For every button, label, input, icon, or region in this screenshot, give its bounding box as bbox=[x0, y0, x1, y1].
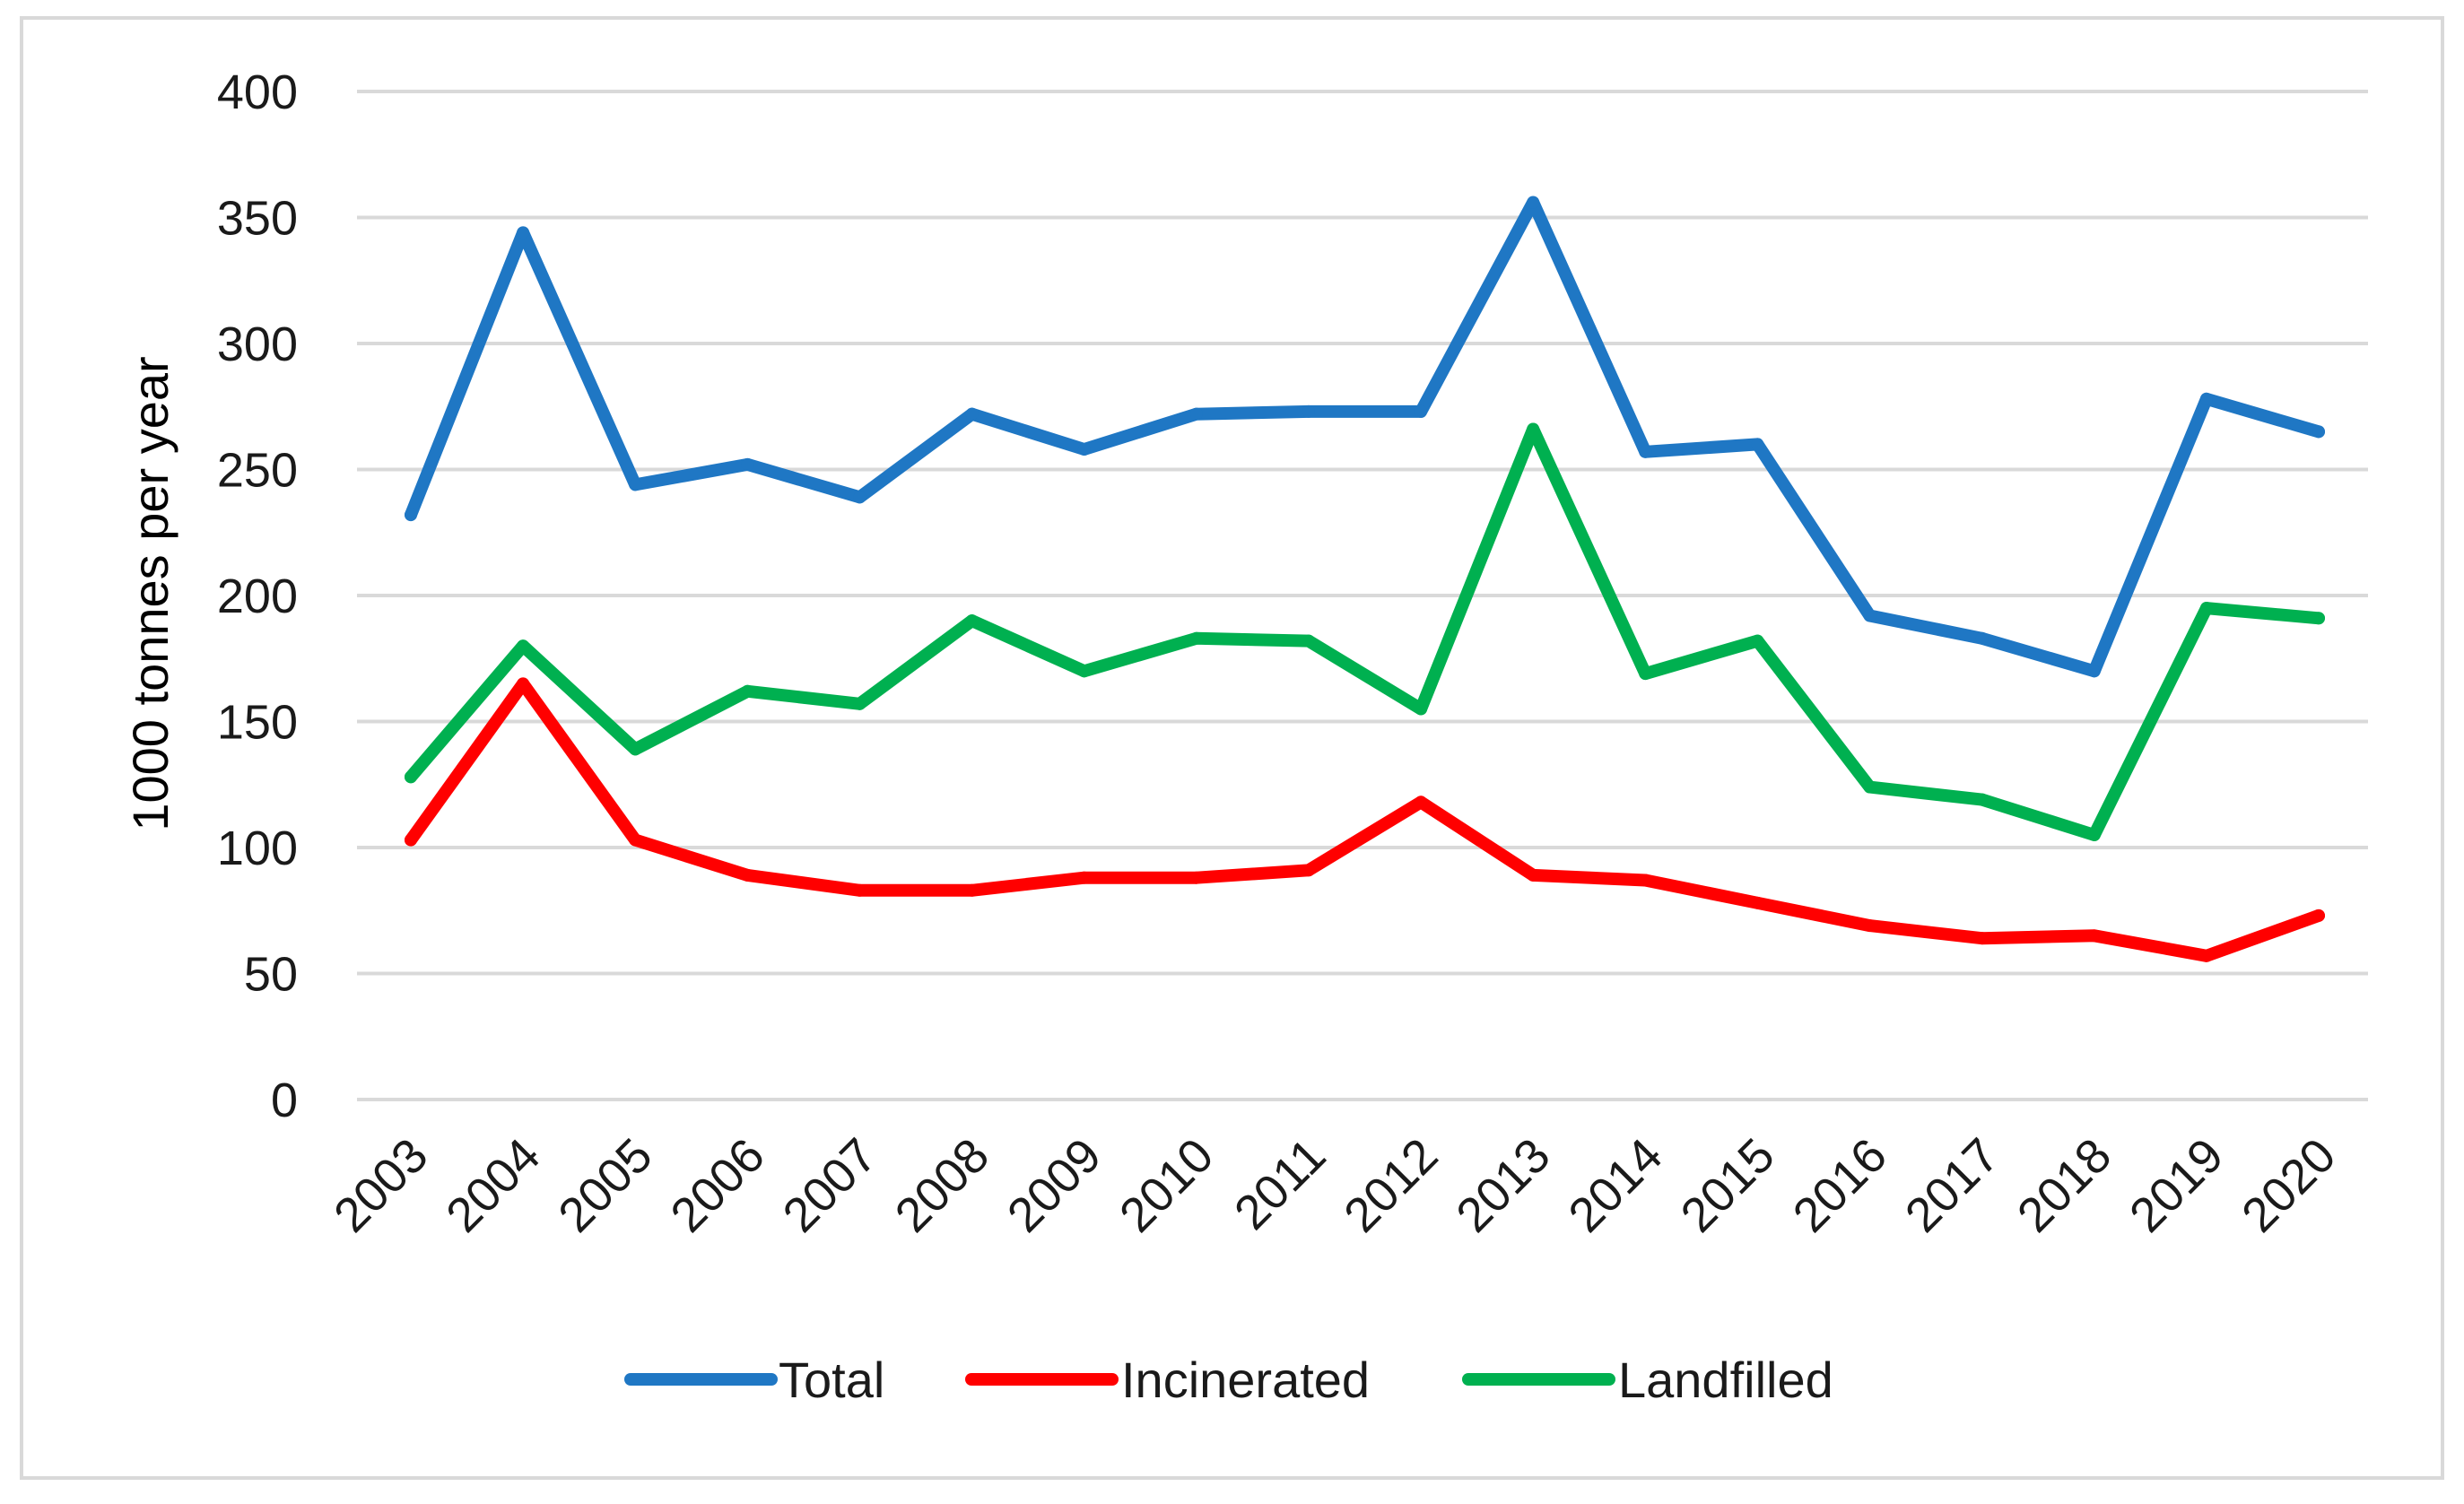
data-point-landfilled bbox=[965, 614, 979, 628]
y-tick-label: 250 bbox=[217, 444, 298, 498]
data-point-incinerated bbox=[1639, 874, 1652, 887]
data-point-incinerated bbox=[2312, 908, 2325, 922]
legend-label-incinerated: Incinerated bbox=[1121, 1352, 1370, 1408]
data-point-incinerated bbox=[1527, 868, 1540, 882]
data-point-incinerated bbox=[1863, 919, 1876, 933]
data-point-total bbox=[1077, 443, 1091, 456]
data-point-landfilled bbox=[1302, 634, 1315, 648]
data-point-incinerated bbox=[2199, 949, 2213, 962]
data-point-incinerated bbox=[853, 883, 866, 897]
y-axis-title: 1000 tonnes per year bbox=[122, 356, 178, 830]
data-point-total bbox=[517, 226, 530, 239]
data-point-landfilled bbox=[405, 770, 417, 784]
data-point-landfilled bbox=[1975, 793, 1989, 806]
legend-label-landfilled: Landfilled bbox=[1618, 1352, 1833, 1408]
data-point-incinerated bbox=[965, 883, 979, 897]
y-tick-label: 300 bbox=[217, 317, 298, 371]
series-lines bbox=[405, 196, 2325, 962]
data-point-total bbox=[1975, 631, 1989, 645]
data-point-incinerated bbox=[517, 677, 530, 691]
data-point-incinerated bbox=[629, 833, 642, 847]
y-axis-ticks: 0 50 100 150 200 250 300 350 400 bbox=[217, 65, 298, 1127]
data-point-incinerated bbox=[1415, 795, 1428, 809]
series-line-total bbox=[405, 196, 2325, 678]
y-tick-label: 350 bbox=[217, 192, 298, 246]
data-point-incinerated bbox=[1077, 871, 1091, 884]
data-point-landfilled bbox=[1639, 667, 1652, 681]
data-point-total bbox=[1639, 445, 1652, 458]
data-point-total bbox=[2312, 425, 2325, 439]
data-point-total bbox=[1302, 404, 1315, 418]
data-point-landfilled bbox=[1751, 634, 1764, 648]
data-point-total bbox=[1751, 438, 1764, 451]
chart-border bbox=[20, 16, 2444, 1480]
data-point-incinerated bbox=[741, 868, 754, 882]
data-point-incinerated bbox=[1751, 896, 1764, 909]
data-point-incinerated bbox=[405, 833, 417, 847]
data-point-total bbox=[2199, 392, 2213, 405]
legend-label-total: Total bbox=[779, 1352, 884, 1408]
data-point-incinerated bbox=[1302, 864, 1315, 877]
y-tick-label: 100 bbox=[217, 822, 298, 875]
data-point-landfilled bbox=[2312, 612, 2325, 625]
y-tick-label: 400 bbox=[217, 65, 298, 119]
data-point-total bbox=[2087, 665, 2101, 678]
series-line-landfilled bbox=[405, 422, 2325, 841]
data-point-total bbox=[965, 407, 979, 421]
data-point-incinerated bbox=[2087, 929, 2101, 943]
data-point-landfilled bbox=[2199, 602, 2213, 615]
y-tick-label: 150 bbox=[217, 696, 298, 750]
data-point-total bbox=[1527, 196, 1540, 209]
y-tick-label: 50 bbox=[244, 948, 298, 1002]
legend: Total Incinerated Landfilled bbox=[624, 1352, 1833, 1408]
y-tick-label: 0 bbox=[271, 1074, 298, 1127]
data-point-total bbox=[741, 457, 754, 471]
data-point-landfilled bbox=[1077, 665, 1091, 678]
data-point-landfilled bbox=[517, 639, 530, 653]
data-point-landfilled bbox=[629, 743, 642, 756]
data-point-landfilled bbox=[1863, 780, 1876, 794]
data-point-landfilled bbox=[2087, 828, 2101, 841]
data-point-total bbox=[1415, 404, 1428, 418]
data-point-total bbox=[1189, 407, 1203, 421]
series-line-incinerated bbox=[405, 677, 2325, 962]
data-point-landfilled bbox=[853, 697, 866, 710]
data-point-incinerated bbox=[1975, 932, 1989, 945]
data-point-total bbox=[853, 491, 866, 504]
data-point-total bbox=[1863, 609, 1876, 622]
data-point-landfilled bbox=[741, 684, 754, 698]
data-point-landfilled bbox=[1527, 422, 1540, 436]
data-point-landfilled bbox=[1415, 702, 1428, 716]
data-point-total bbox=[629, 478, 642, 491]
data-point-total bbox=[405, 509, 417, 522]
data-point-landfilled bbox=[1189, 631, 1203, 645]
y-tick-label: 200 bbox=[217, 569, 298, 623]
data-point-incinerated bbox=[1189, 871, 1203, 884]
